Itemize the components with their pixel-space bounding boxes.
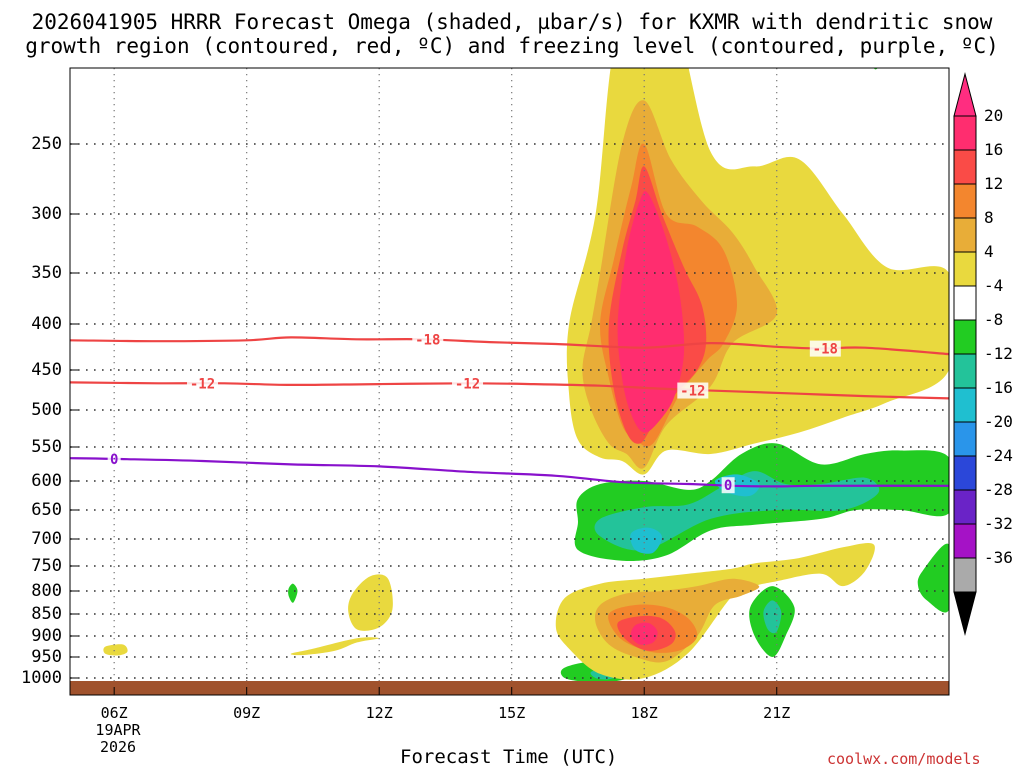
freezing-level-contour [70, 457, 949, 488]
plot-frame [69, 67, 950, 696]
y-tick-label-800: 800 [31, 581, 62, 601]
contour-label-4: -12 [680, 384, 705, 400]
colorbar-label-m16: -16 [984, 378, 1013, 397]
colorbar-segment-3 [953, 217, 977, 253]
colorbar-label-m4: -4 [984, 276, 1004, 295]
colorbar-bottom-arrow [953, 591, 977, 636]
x-tick-label-12Z: 12Z [365, 704, 393, 722]
omega-positive-region-11-level-4 [290, 637, 380, 656]
colorbar-segment-12 [953, 523, 977, 559]
y-tick-label-500: 500 [31, 400, 62, 420]
colorbar-segment-8 [953, 387, 977, 423]
colorbar-top-arrow [953, 72, 977, 117]
omega-negative-region-9-level-m4 [288, 583, 298, 603]
ground-surface [70, 681, 949, 695]
colorbar-segment-7 [953, 353, 977, 389]
x-axis-title: Forecast Time (UTC) [400, 746, 618, 768]
colorbar-label-m36: -36 [984, 548, 1013, 567]
contour-label-bg-5 [107, 450, 121, 467]
colorbar-label-m20: -20 [984, 412, 1013, 431]
contour-label-0: -18 [415, 332, 440, 348]
y-tick-label-750: 750 [31, 556, 62, 576]
x-tick-label-18Z: 18Z [630, 704, 658, 722]
colorbar-label-m24: -24 [984, 446, 1013, 465]
y-tick-label-850: 850 [31, 604, 62, 624]
colorbar-label-m28: -28 [984, 480, 1013, 499]
dgz-minus12-contour [70, 381, 949, 400]
contour-label-bg-1 [809, 340, 841, 357]
contour-label-5: 0 [110, 452, 118, 468]
y-tick-label-350: 350 [31, 263, 62, 283]
credit-link[interactable]: coolwx.com/models [827, 750, 981, 768]
y-tick-label-650: 650 [31, 500, 62, 520]
colorbar-segment-13 [953, 557, 977, 593]
contour-label-bg-6 [721, 477, 735, 494]
chart-title-line-2: growth region (contoured, red, ºC) and f… [25, 34, 999, 58]
contour-label-bg-0 [412, 331, 444, 348]
colorbar-label-4: 4 [984, 242, 994, 261]
y-tick-label-700: 700 [31, 529, 62, 549]
colorbar-segment-2 [953, 183, 977, 219]
contour-label-3: -12 [455, 376, 480, 392]
omega-negative-region-10-level-m4 [873, 68, 878, 70]
contour-label-bg-2 [187, 375, 219, 392]
colorbar-segment-0 [953, 115, 977, 151]
contour-label-bg-3 [452, 375, 484, 392]
colorbar-label-m12: -12 [984, 344, 1013, 363]
y-tick-label-450: 450 [31, 360, 62, 380]
y-tick-label-1000: 1000 [21, 668, 62, 688]
colorbar-label-m32: -32 [984, 514, 1013, 533]
colorbar-segment-1 [953, 149, 977, 185]
colorbar-segment-10 [953, 455, 977, 491]
omega-positive-region-10-level-20 [630, 622, 658, 645]
x-tick-label-09Z: 09Z [233, 704, 261, 722]
x-tick-label-15Z: 15Z [498, 704, 526, 722]
y-tick-label-400: 400 [31, 314, 62, 334]
y-tick-label-250: 250 [31, 134, 62, 154]
omega-negative-region-2-level-m12 [630, 527, 662, 554]
y-tick-label-550: 550 [31, 437, 62, 457]
omega-positive-region-12-level-4 [348, 574, 393, 631]
omega-positive-region-4-level-20 [617, 191, 685, 433]
omega-negative-region-1-level-m8 [594, 471, 880, 551]
colorbar-segment-5 [953, 285, 977, 321]
colorbar-segment-4 [953, 251, 977, 287]
colorbar-label-8: 8 [984, 208, 994, 227]
contour-label-bg-4 [677, 382, 709, 399]
x-tick-label-21Z: 21Z [763, 704, 791, 722]
colorbar-label-20: 20 [984, 106, 1004, 125]
colorbar-segment-9 [953, 421, 977, 457]
omega-negative-region-6-level-m4 [917, 543, 949, 613]
colorbar-segment-6 [953, 319, 977, 355]
colorbar-label-12: 12 [984, 174, 1004, 193]
y-tick-label-600: 600 [31, 471, 62, 491]
x-tick-label-06Z: 06Z [100, 704, 128, 722]
x-year-label: 2026 [99, 738, 137, 756]
y-tick-label-950: 950 [31, 647, 62, 667]
contour-label-2: -12 [190, 376, 215, 392]
chart-title-line-1: 2026041905 HRRR Forecast Omega (shaded, … [31, 10, 993, 34]
colorbar-segment-11 [953, 489, 977, 525]
x-date-label: 19APR [95, 721, 141, 739]
y-tick-label-900: 900 [31, 626, 62, 646]
contour-label-1: -18 [813, 342, 838, 358]
y-tick-label-300: 300 [31, 204, 62, 224]
omega-positive-region-13-level-4 [103, 644, 128, 656]
colorbar-label-16: 16 [984, 140, 1004, 159]
contour-label-6: 0 [724, 478, 732, 494]
colorbar-label-m8: -8 [984, 310, 1004, 329]
